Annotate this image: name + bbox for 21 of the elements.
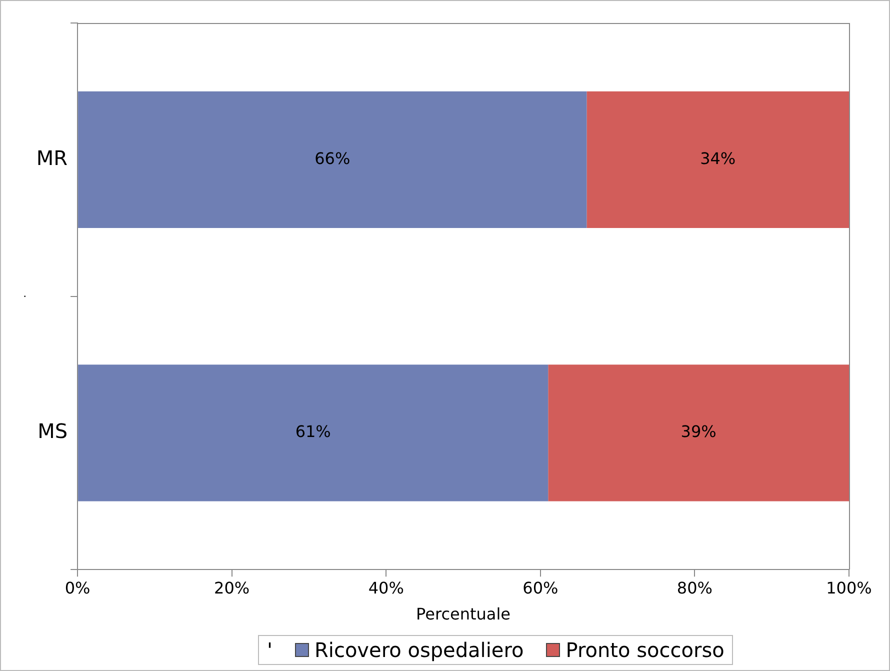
legend-label: Ricovero ospedaliero <box>314 638 524 662</box>
x-tick-label: 40% <box>368 578 404 598</box>
y-tick-label: MS <box>38 419 68 444</box>
legend-title: ' <box>267 638 272 662</box>
data-label: 34% <box>700 148 736 168</box>
bar <box>78 364 548 502</box>
bar <box>548 364 849 502</box>
bar <box>78 91 587 228</box>
data-label: 66% <box>314 148 350 168</box>
data-label: 61% <box>295 422 331 442</box>
y-tick-label: MR <box>36 146 68 170</box>
bar <box>586 91 849 228</box>
x-tick-label: 0% <box>64 578 90 598</box>
x-axis-title: Percentuale <box>416 604 510 624</box>
x-tick-label: 20% <box>214 578 250 598</box>
x-tick-label: 60% <box>522 578 558 598</box>
y-axis-title: . <box>14 294 29 298</box>
x-tick-label: 80% <box>676 578 712 598</box>
data-label: 39% <box>680 422 716 442</box>
legend-label: Pronto soccorso <box>566 638 724 662</box>
x-tick-label: 100% <box>826 578 872 598</box>
